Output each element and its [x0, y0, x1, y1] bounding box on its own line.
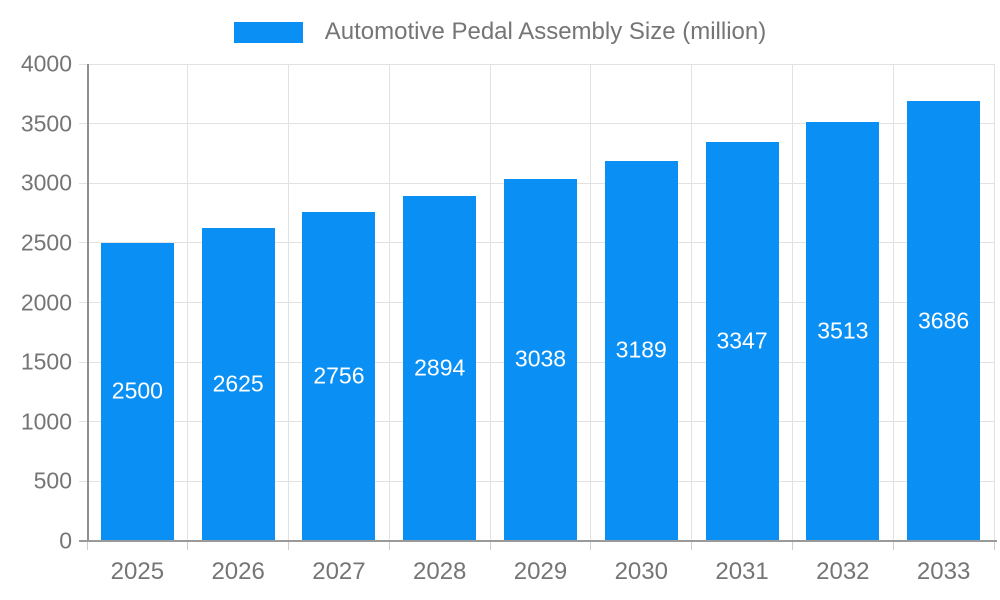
y-axis-tick-label: 2500: [20, 229, 72, 256]
x-gridline: [691, 64, 693, 541]
x-axis-tick-label: 2033: [916, 558, 971, 585]
bar-2033[interactable]: 3686: [907, 101, 981, 540]
bar-2029[interactable]: 3038: [504, 178, 577, 540]
x-gridline: [187, 64, 189, 541]
bar-2032[interactable]: 3513: [806, 122, 880, 540]
bar-2031[interactable]: 3347: [705, 141, 779, 540]
x-axis-tick-label: 2025: [110, 558, 165, 585]
y-axis-tick-label: 4000: [20, 50, 72, 77]
y-axis-tick-label: 500: [33, 467, 72, 494]
x-axis-tick: [791, 542, 793, 550]
bar-value-label: 3038: [514, 345, 567, 372]
x-gridline: [288, 64, 290, 541]
bar-2030[interactable]: 3189: [604, 160, 678, 540]
x-axis-tick: [187, 542, 189, 550]
bar-value-label: 2894: [414, 354, 466, 381]
x-axis-tick-label: 2031: [715, 558, 769, 585]
x-axis-tick: [993, 542, 995, 550]
x-gridline: [993, 64, 995, 541]
y-axis-line: [87, 64, 89, 541]
x-axis-tick: [892, 542, 894, 550]
plot-area: 0 500 1000 1500 2000 2500 3000 3500 4000 2500 2025…: [21, 51, 997, 585]
x-axis-tick: [86, 542, 88, 550]
x-axis-tick: [590, 542, 592, 550]
bar-2027[interactable]: 2756: [302, 212, 376, 540]
y-axis-tick-label: 1000: [20, 408, 72, 435]
x-gridline: [388, 64, 390, 541]
y-axis-tick-label: 2000: [20, 289, 72, 315]
legend-label: Automotive Pedal Assembly Size (million): [324, 18, 767, 45]
bar-2025[interactable]: 2500: [100, 242, 174, 540]
bar-value-label: 3189: [615, 336, 667, 363]
x-axis-tick-label: 2030: [614, 558, 668, 585]
x-axis-tick-label: 2026: [211, 558, 265, 585]
legend[interactable]: Automotive Pedal Assembly Size (million): [0, 12, 1000, 52]
x-axis-tick: [288, 542, 290, 550]
bar-value-label: 2756: [313, 362, 365, 389]
bar-value-label: 3347: [716, 327, 768, 354]
bar-value-label: 3686: [918, 307, 970, 334]
x-axis-tick-label: 2028: [413, 558, 467, 585]
legend-swatch: [233, 21, 303, 43]
x-gridline: [590, 64, 592, 541]
bar-value-label: 3513: [817, 317, 869, 344]
y-gridline: [79, 123, 994, 125]
bar-2028[interactable]: 2894: [403, 195, 477, 540]
y-axis-tick-label: 3000: [20, 169, 72, 196]
x-axis-line: [79, 540, 997, 542]
x-gridline: [489, 64, 491, 541]
y-axis-tick-label: 3500: [20, 110, 72, 137]
x-axis-tick: [388, 542, 390, 550]
y-axis-tick-label: 1500: [20, 348, 72, 375]
y-gridline: [79, 63, 994, 65]
x-axis-tick-label: 2029: [513, 558, 568, 585]
y-axis-tick-label: 0: [59, 527, 72, 554]
bar-2026[interactable]: 2625: [201, 227, 275, 540]
x-axis-tick: [489, 542, 491, 550]
bar-value-label: 2625: [212, 370, 264, 397]
x-axis-tick: [691, 542, 693, 550]
x-gridline: [892, 64, 894, 541]
bar-value-label: 2500: [111, 377, 163, 404]
x-axis-tick-label: 2027: [312, 558, 366, 585]
x-axis-tick-label: 2032: [816, 558, 870, 585]
x-gridline: [791, 64, 793, 541]
